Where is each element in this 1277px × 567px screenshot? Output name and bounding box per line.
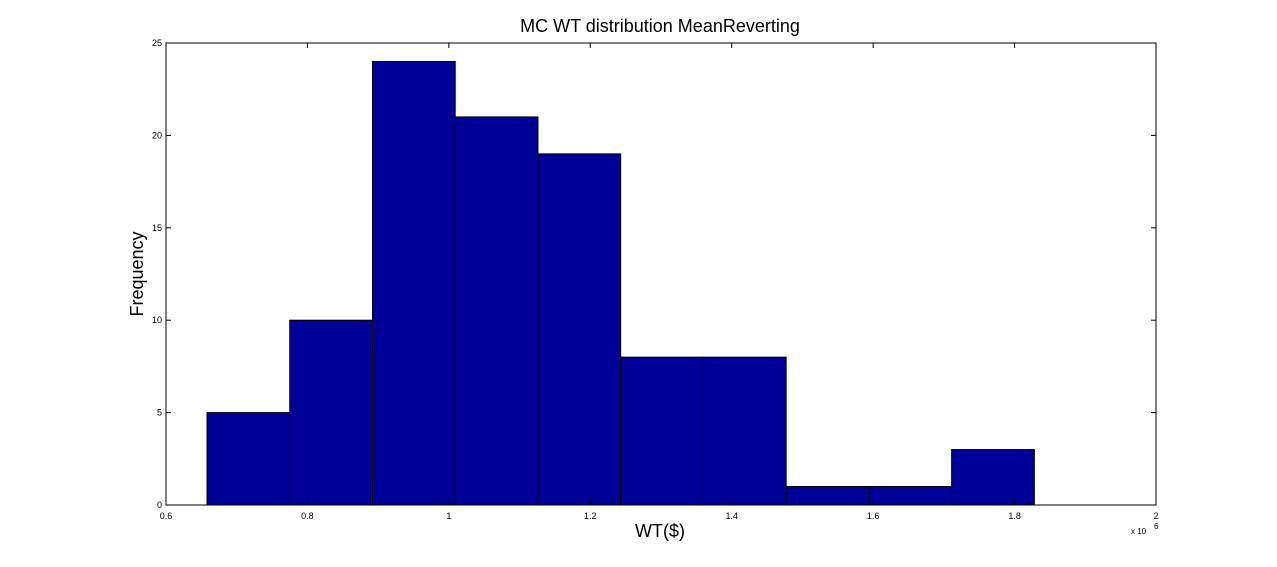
histogram-bar [371, 60, 456, 506]
y-tick-label: 15 [152, 223, 162, 233]
y-tick-label: 10 [152, 315, 162, 325]
x-tick-label: 2 [1153, 511, 1158, 521]
plot-frame [165, 42, 1157, 506]
histogram-bar [206, 412, 291, 506]
histogram-bar [702, 356, 787, 506]
x-tick-label: 0.8 [301, 511, 314, 521]
bars-group [206, 60, 1035, 506]
x-tick-label: 1.6 [867, 511, 880, 521]
histogram-bar [620, 356, 704, 506]
x-multiplier-exponent: 6 [1154, 522, 1159, 531]
histogram-bar [951, 449, 1035, 506]
y-axis-ticks: 0 5 10 15 20 25 [152, 38, 1156, 510]
histogram-bar [537, 153, 622, 506]
y-axis-label: Frequency [127, 231, 147, 316]
x-tick-label: 1.8 [1008, 511, 1021, 521]
histogram-bar [289, 319, 373, 506]
x-tick-label: 1.2 [584, 511, 597, 521]
histogram-bar [868, 486, 953, 506]
x-tick-label: 1 [446, 511, 451, 521]
chart-title: MC WT distribution MeanReverting [520, 16, 800, 36]
y-tick-label: 25 [152, 38, 162, 48]
y-tick-label: 5 [157, 408, 162, 418]
histogram-bar [454, 116, 539, 506]
x-tick-label: 1.4 [725, 511, 738, 521]
y-tick-label: 0 [157, 500, 162, 510]
x-axis-ticks: 0.6 0.8 1 1.2 1.4 1.6 1.8 2 [160, 43, 1159, 521]
x-tick-label: 0.6 [160, 511, 173, 521]
x-multiplier-label: x 10 [1131, 527, 1147, 536]
y-tick-label: 20 [152, 130, 162, 140]
x-axis-label: WT($) [635, 521, 685, 541]
histogram-bar [785, 486, 870, 506]
